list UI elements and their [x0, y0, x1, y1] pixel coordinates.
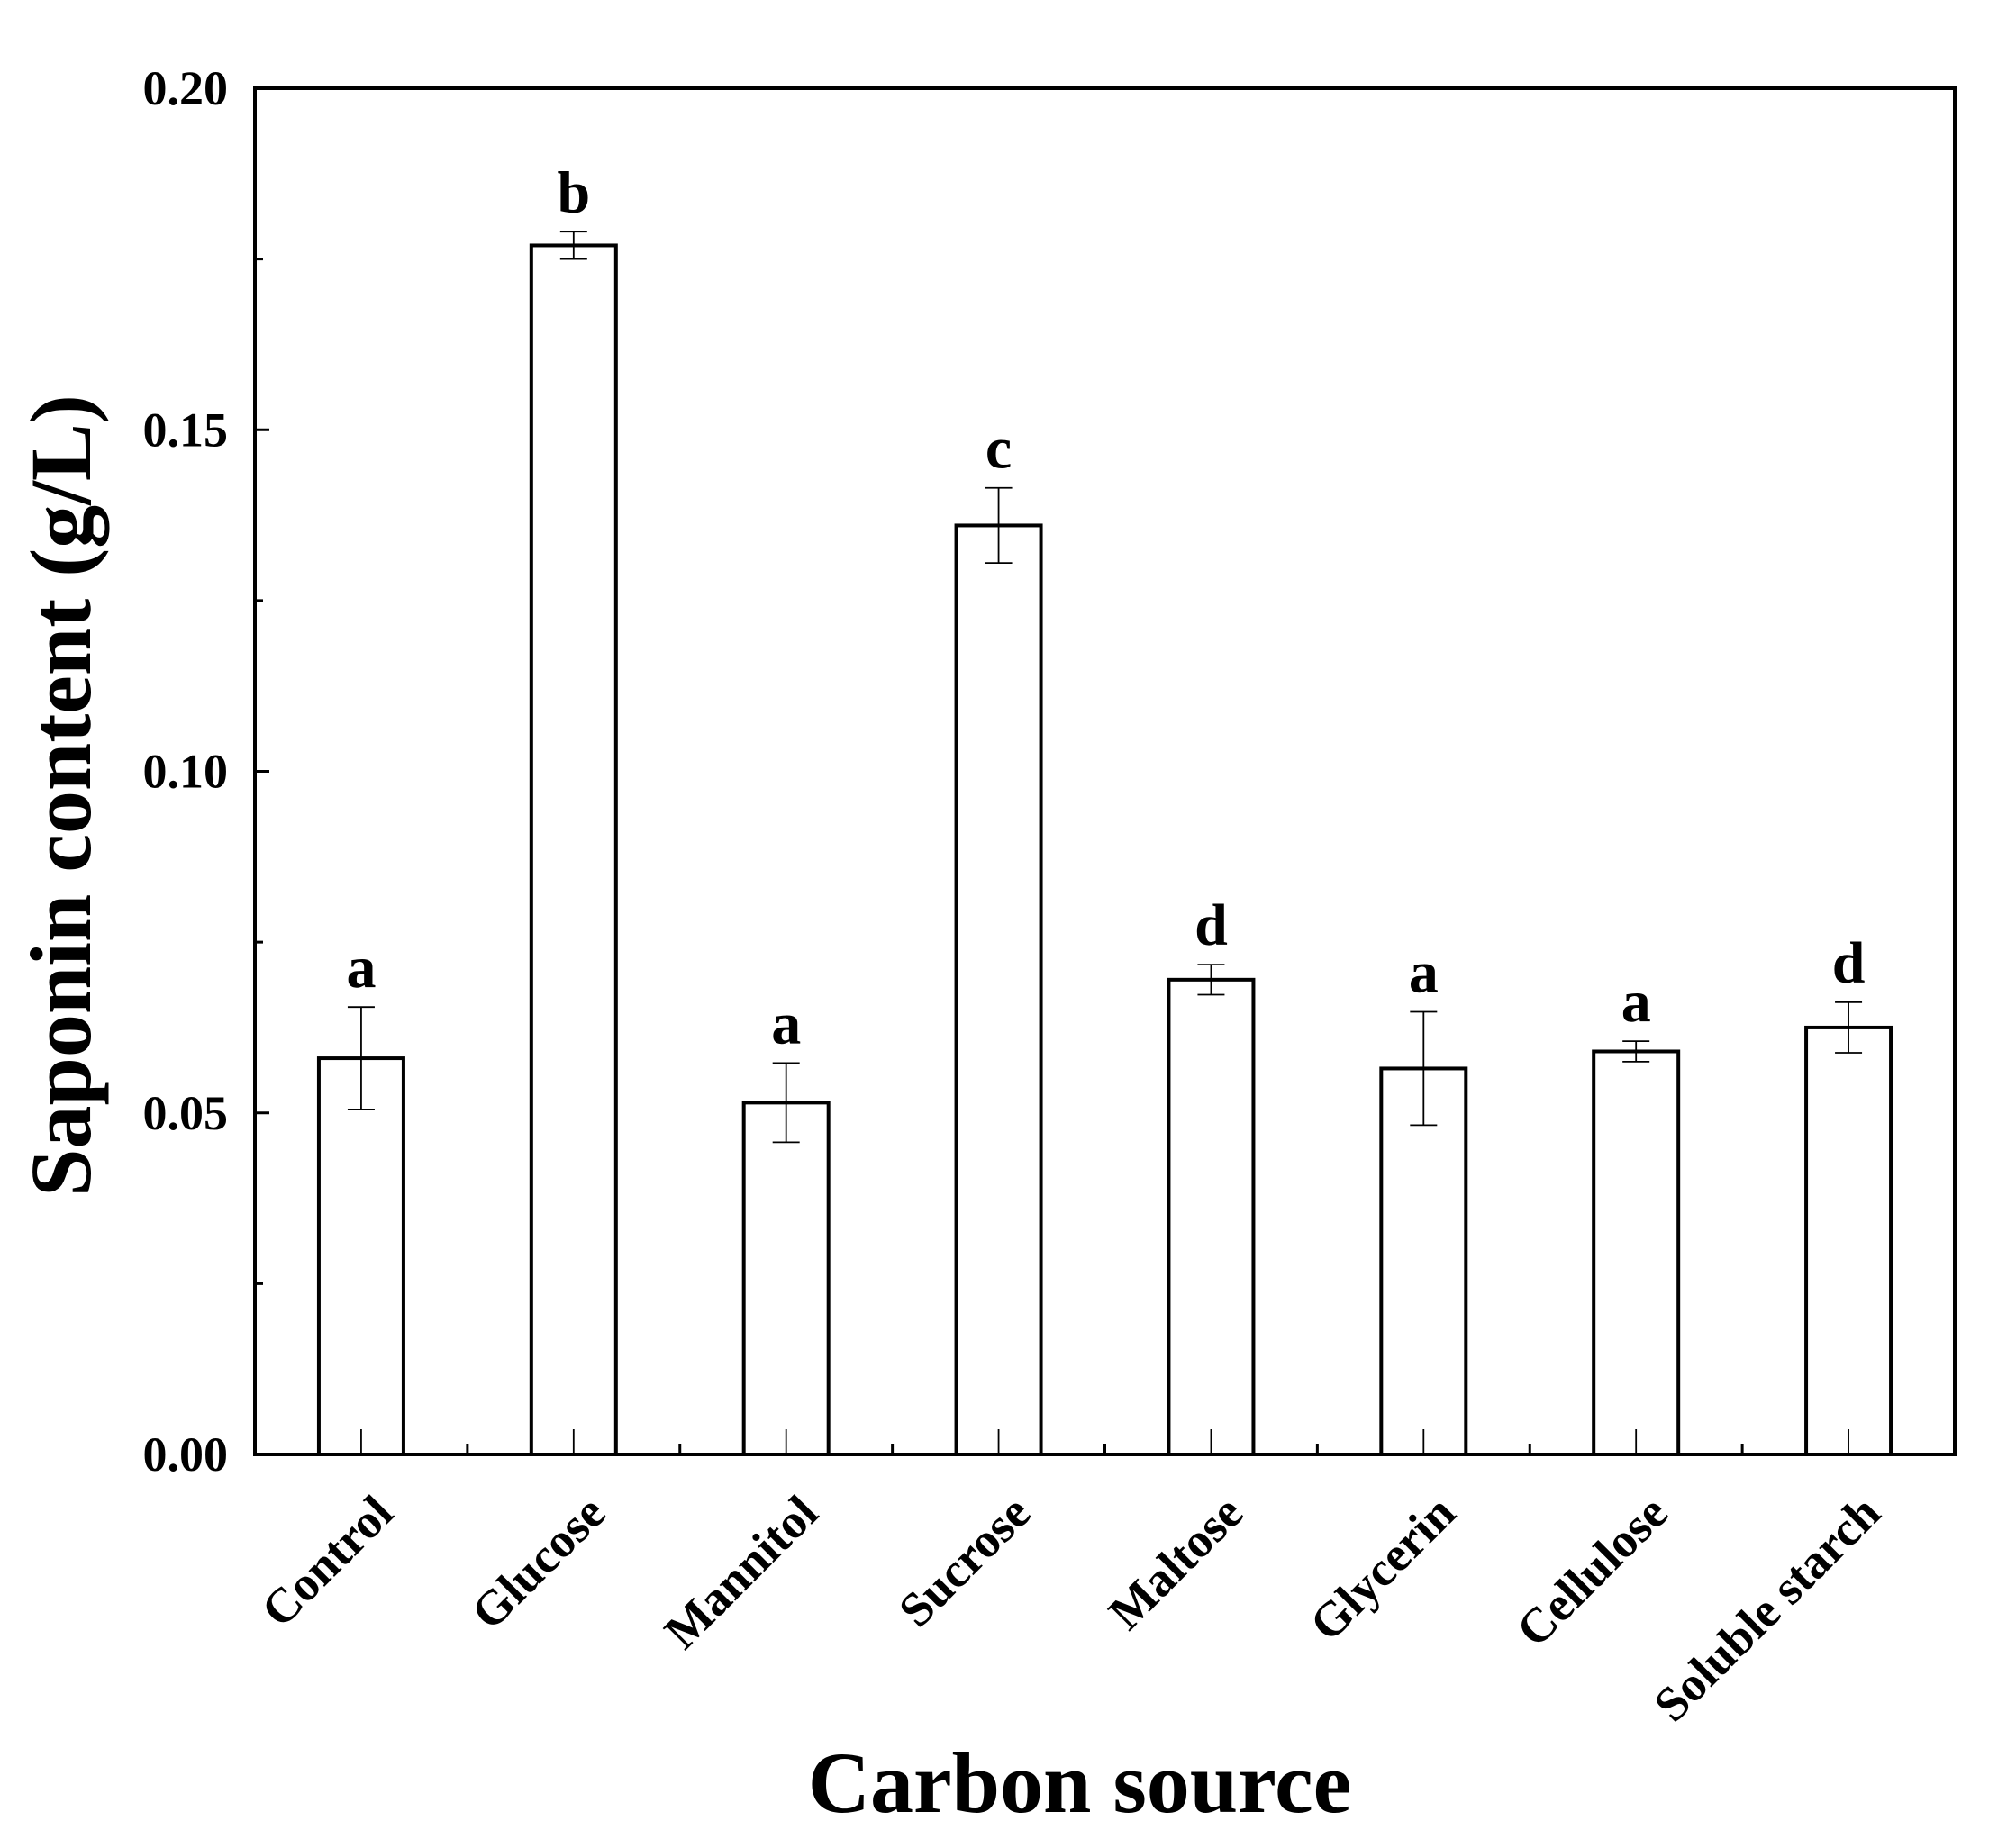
bar-soluble-starch — [1804, 1025, 1893, 1456]
significance-label: a — [346, 935, 376, 1001]
significance-label: a — [1409, 939, 1439, 1005]
y-tick-label: 0.00 — [143, 1427, 229, 1481]
bar-control — [316, 1056, 405, 1456]
bar-sucrose — [954, 523, 1043, 1457]
x-tick-label: Mannitol — [654, 1485, 828, 1659]
y-tick-label: 0.15 — [143, 403, 229, 457]
y-tick-label: 0.05 — [143, 1086, 229, 1140]
y-axis-ticks: 0.00 0.05 0.10 0.15 0.20 — [143, 61, 269, 1481]
bars-layer — [316, 243, 1893, 1457]
significance-label: a — [771, 991, 801, 1056]
x-tick-label: Cellulose — [1506, 1485, 1678, 1657]
y-tick-label: 0.10 — [143, 745, 229, 799]
significance-label: d — [1832, 930, 1866, 996]
significance-labels-layer: a b a c d a a d — [346, 159, 1865, 1056]
significance-label: d — [1194, 892, 1228, 958]
x-tick-label: Glucose — [460, 1485, 615, 1640]
x-axis-title: Carbon source — [808, 1735, 1352, 1831]
bar-cellulose — [1592, 1049, 1681, 1456]
significance-label: a — [1621, 969, 1651, 1035]
bar-glycerin — [1379, 1066, 1468, 1456]
x-tick-label: Sucrose — [888, 1485, 1040, 1637]
x-tick-label: Glycerin — [1299, 1485, 1466, 1652]
significance-label: b — [557, 159, 590, 225]
significance-label: c — [985, 416, 1012, 482]
x-tick-label: Maltose — [1098, 1485, 1253, 1640]
error-bars-layer — [347, 231, 1863, 1454]
x-tick-label: Soluble starch — [1643, 1485, 1890, 1732]
bar-mannitol — [741, 1101, 831, 1457]
x-axis-ticks: Control Glucose Mannitol Sucrose Maltose Glyc… — [250, 1444, 1891, 1732]
plot-frame — [253, 86, 1957, 1456]
x-tick-label: Control — [250, 1485, 403, 1637]
bar-glucose — [529, 243, 618, 1457]
y-tick-label: 0.20 — [143, 61, 229, 115]
bar-maltose — [1167, 977, 1256, 1456]
y-axis-title: Saponin content (g/L) — [13, 394, 109, 1197]
